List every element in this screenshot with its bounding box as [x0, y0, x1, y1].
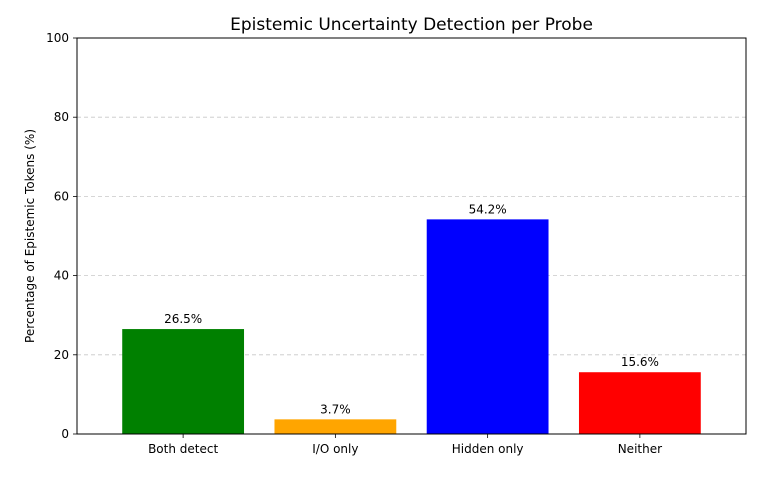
- value-labels: 26.5% 3.7% 54.2% 15.6%: [164, 202, 659, 416]
- bar-value-label: 54.2%: [469, 202, 507, 216]
- bar-i-o-only: [274, 419, 397, 434]
- y-tick-label: 20: [54, 348, 69, 362]
- y-tick-label: 100: [46, 31, 69, 45]
- y-tick-label: 0: [61, 427, 69, 441]
- bar-value-label: 26.5%: [164, 312, 202, 326]
- plot-frame: [76, 37, 747, 435]
- x-tick-label: Both detect: [148, 442, 218, 456]
- x-tick-label: Neither: [618, 442, 662, 456]
- bar-neither: [578, 372, 701, 434]
- x-tick-label: Hidden only: [452, 442, 524, 456]
- y-tick-label: 60: [54, 189, 69, 203]
- x-tick-label: I/O only: [312, 442, 358, 456]
- axes: 0 20 40 60 80 100 Both detect I/O only Hidden on…: [46, 31, 747, 456]
- bar-both-detect: [122, 329, 245, 434]
- bar-value-label: 3.7%: [320, 402, 351, 416]
- chart-title: Epistemic Uncertainty Detection per Prob…: [230, 15, 593, 35]
- bars: [122, 219, 701, 434]
- bar-hidden-only: [426, 219, 549, 434]
- y-tick-label: 80: [54, 110, 69, 124]
- bar-value-label: 15.6%: [621, 355, 659, 369]
- y-tick-label: 40: [54, 269, 69, 283]
- y-axis-label: Percentage of Epistemic Tokens (%): [23, 129, 37, 343]
